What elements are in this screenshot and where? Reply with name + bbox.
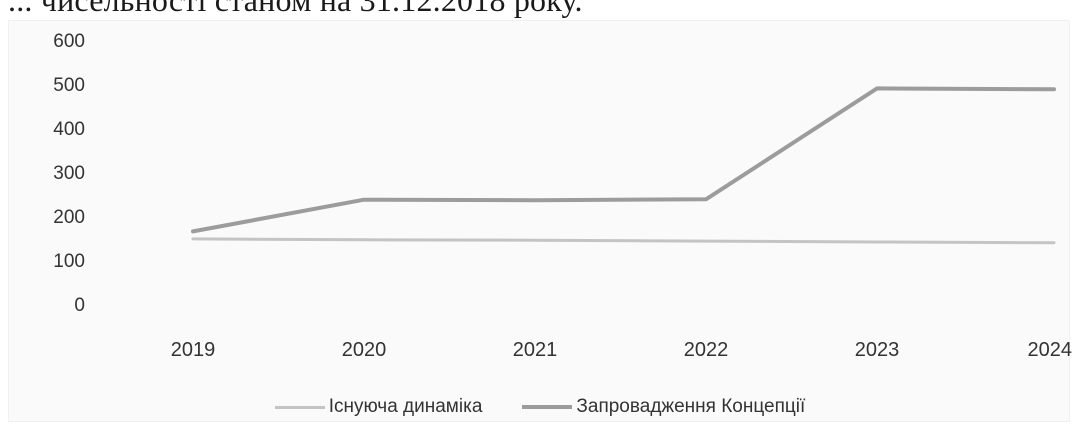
x-tick-label: 2020 [342,339,387,361]
legend-swatch-series-2 [522,405,573,409]
y-tick-label: 600 [53,31,85,52]
chart-legend: Існуюча динаміка Запровадження Концепції [0,396,1080,418]
y-tick-label: 200 [53,207,85,228]
series-line-2 [191,86,1056,234]
y-tick-label: 500 [53,75,85,96]
x-tick-label: 2021 [513,339,558,361]
x-tick-label: 2019 [171,339,216,361]
series-line-1 [191,237,1056,245]
legend-label-series-1: Існуюча динаміка [328,396,483,417]
legend-item-series-2: Запровадження Концепції [522,396,805,418]
legend-item-series-1: Існуюча динаміка [274,396,483,418]
y-tick-label: 100 [53,251,85,272]
x-tick-label: 2024 [1028,339,1073,361]
y-tick-label: 0 [74,295,85,316]
x-tick-label: 2023 [855,339,900,361]
y-tick-label: 300 [53,163,85,184]
legend-label-series-2: Запровадження Концепції [576,396,806,417]
x-tick-label: 2022 [684,339,729,361]
y-tick-label: 400 [53,119,85,140]
chart-caption: ... чисельності станом на 31.12.2018 рок… [8,0,583,18]
legend-swatch-series-1 [274,405,325,409]
